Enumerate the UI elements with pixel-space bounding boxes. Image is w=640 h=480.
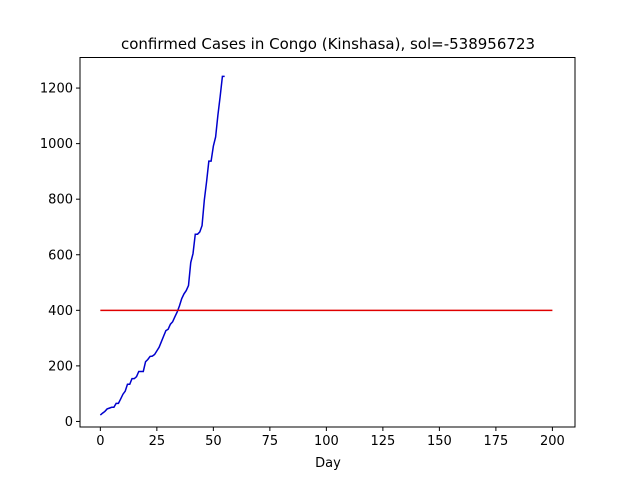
plot-area (99, 75, 553, 416)
y-axis: 0 200 400 600 800 1000 1200 (40, 82, 80, 430)
x-tick-label: 150 (427, 434, 452, 449)
x-tick-label: 0 (96, 434, 104, 449)
y-tick-label: 0 (65, 415, 73, 430)
x-tick-label: 100 (314, 434, 339, 449)
y-tick-label: 1200 (40, 82, 73, 97)
x-axis-label: Day (315, 456, 341, 471)
y-tick-label: 400 (48, 304, 73, 319)
x-tick-label: 125 (370, 434, 395, 449)
y-tick-label: 200 (48, 359, 73, 374)
y-tick-label: 600 (48, 248, 73, 263)
axes-frame (79, 57, 576, 428)
y-tick-label: 800 (48, 193, 73, 208)
x-tick-label: 200 (540, 434, 565, 449)
x-tick-label: 50 (205, 434, 222, 449)
x-tick-label: 25 (149, 434, 166, 449)
x-tick-label: 175 (483, 434, 508, 449)
series-line-0 (99, 75, 225, 416)
x-tick-label: 75 (262, 434, 279, 449)
x-axis: 0 25 50 75 100 125 150 175 200 (96, 427, 565, 449)
chart-title: confirmed Cases in Congo (Kinshasa), sol… (121, 35, 535, 53)
y-tick-label: 1000 (40, 137, 73, 152)
